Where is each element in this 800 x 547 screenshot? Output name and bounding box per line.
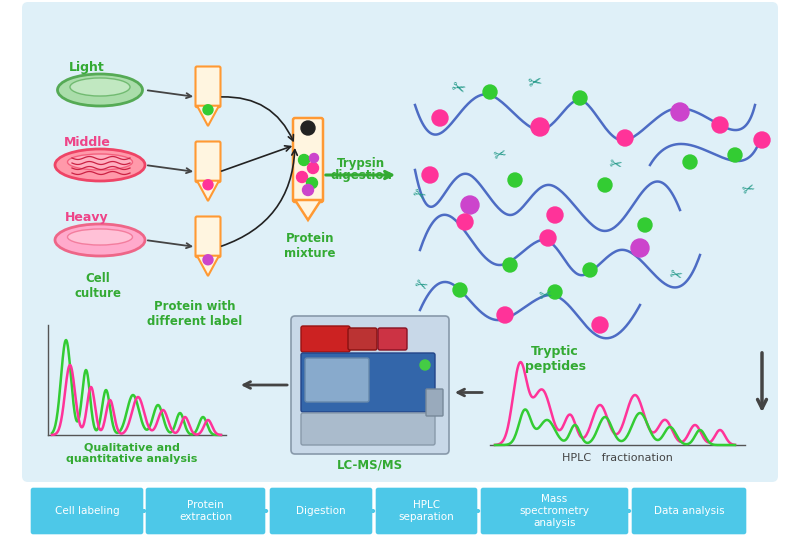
Circle shape xyxy=(638,218,652,232)
Circle shape xyxy=(573,91,587,105)
Circle shape xyxy=(548,285,562,299)
Ellipse shape xyxy=(55,149,145,181)
Text: Light: Light xyxy=(69,61,105,74)
Text: Protein
mixture: Protein mixture xyxy=(284,232,336,260)
Text: ✂: ✂ xyxy=(538,287,553,304)
Text: Cell
culture: Cell culture xyxy=(74,272,122,300)
Text: Cell labeling: Cell labeling xyxy=(54,506,119,516)
Circle shape xyxy=(453,283,467,297)
Text: Digestion: Digestion xyxy=(296,506,346,516)
Text: ✂: ✂ xyxy=(526,72,543,92)
Circle shape xyxy=(306,177,318,189)
Circle shape xyxy=(203,180,213,190)
Circle shape xyxy=(728,148,742,162)
Circle shape xyxy=(297,172,307,183)
Polygon shape xyxy=(197,255,219,276)
Circle shape xyxy=(203,255,213,265)
Text: Tryptic
peptides: Tryptic peptides xyxy=(525,345,586,373)
Text: ✂: ✂ xyxy=(449,77,467,99)
FancyBboxPatch shape xyxy=(426,389,443,416)
FancyBboxPatch shape xyxy=(293,118,323,202)
Text: digestion: digestion xyxy=(330,170,392,183)
Text: ✂: ✂ xyxy=(607,156,622,173)
Circle shape xyxy=(497,307,513,323)
Circle shape xyxy=(302,184,314,195)
FancyBboxPatch shape xyxy=(291,316,449,454)
Ellipse shape xyxy=(70,78,130,96)
FancyBboxPatch shape xyxy=(480,487,629,535)
Text: ✂: ✂ xyxy=(411,276,429,294)
Text: Qualitative and: Qualitative and xyxy=(84,442,180,452)
Circle shape xyxy=(503,258,517,272)
FancyBboxPatch shape xyxy=(305,358,369,402)
FancyBboxPatch shape xyxy=(348,328,377,350)
Text: ✂: ✂ xyxy=(667,266,683,284)
Circle shape xyxy=(531,118,549,136)
Text: LC-MS/MS: LC-MS/MS xyxy=(337,458,403,471)
Circle shape xyxy=(203,105,213,115)
Circle shape xyxy=(483,85,497,99)
Circle shape xyxy=(508,173,522,187)
FancyBboxPatch shape xyxy=(195,217,221,257)
Polygon shape xyxy=(295,200,321,220)
FancyBboxPatch shape xyxy=(631,487,747,535)
Text: Protein
extraction: Protein extraction xyxy=(179,500,232,522)
Polygon shape xyxy=(197,106,219,126)
Circle shape xyxy=(631,239,649,257)
Circle shape xyxy=(583,263,597,277)
Text: ✂: ✂ xyxy=(492,146,508,164)
Circle shape xyxy=(671,103,689,121)
FancyBboxPatch shape xyxy=(301,413,435,445)
Circle shape xyxy=(617,130,633,146)
Circle shape xyxy=(540,230,556,246)
Text: HPLC
separation: HPLC separation xyxy=(398,500,454,522)
Circle shape xyxy=(683,155,697,169)
FancyBboxPatch shape xyxy=(378,328,407,350)
Text: Data analysis: Data analysis xyxy=(654,506,724,516)
Text: HPLC   fractionation: HPLC fractionation xyxy=(562,453,673,463)
FancyBboxPatch shape xyxy=(195,67,221,107)
Text: Heavy: Heavy xyxy=(65,212,109,224)
FancyBboxPatch shape xyxy=(301,326,350,352)
Circle shape xyxy=(422,167,438,183)
Circle shape xyxy=(432,110,448,126)
Circle shape xyxy=(301,121,315,135)
FancyBboxPatch shape xyxy=(30,487,144,535)
Circle shape xyxy=(298,154,310,166)
Text: quantitative analysis: quantitative analysis xyxy=(66,454,198,464)
Text: Middle: Middle xyxy=(63,137,110,149)
Circle shape xyxy=(307,162,318,173)
Ellipse shape xyxy=(55,224,145,256)
Text: Trypsin: Trypsin xyxy=(337,156,385,170)
Ellipse shape xyxy=(58,74,142,106)
Circle shape xyxy=(461,196,479,214)
Text: Protein with
different label: Protein with different label xyxy=(147,300,242,328)
Ellipse shape xyxy=(67,229,133,245)
Text: Mass
spectrometry
analysis: Mass spectrometry analysis xyxy=(519,494,590,528)
Circle shape xyxy=(712,117,728,133)
Circle shape xyxy=(420,360,430,370)
Circle shape xyxy=(457,214,473,230)
Circle shape xyxy=(754,132,770,148)
FancyBboxPatch shape xyxy=(22,2,778,482)
Circle shape xyxy=(592,317,608,333)
Text: ✂: ✂ xyxy=(409,185,427,205)
Text: ✂: ✂ xyxy=(739,181,757,199)
Polygon shape xyxy=(197,181,219,201)
Circle shape xyxy=(310,154,318,162)
FancyBboxPatch shape xyxy=(375,487,478,535)
FancyBboxPatch shape xyxy=(195,142,221,182)
Circle shape xyxy=(547,207,563,223)
FancyBboxPatch shape xyxy=(145,487,266,535)
Circle shape xyxy=(598,178,612,192)
Ellipse shape xyxy=(67,154,133,170)
FancyBboxPatch shape xyxy=(301,353,435,412)
FancyBboxPatch shape xyxy=(269,487,373,535)
